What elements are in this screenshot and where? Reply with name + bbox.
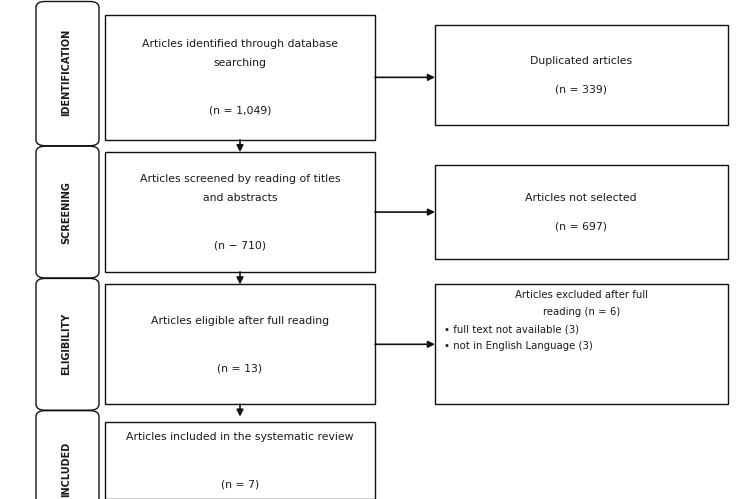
Text: IDENTIFICATION: IDENTIFICATION: [61, 29, 71, 116]
Text: Articles identified through database: Articles identified through database: [142, 39, 338, 49]
Text: (n − 710): (n − 710): [214, 240, 266, 250]
FancyBboxPatch shape: [435, 165, 728, 259]
Text: Articles eligible after full reading: Articles eligible after full reading: [151, 315, 329, 326]
Text: (n = 7): (n = 7): [220, 479, 260, 489]
FancyBboxPatch shape: [105, 15, 375, 140]
FancyBboxPatch shape: [105, 152, 375, 272]
Text: Duplicated articles: Duplicated articles: [530, 55, 632, 66]
Text: and abstracts: and abstracts: [202, 193, 278, 203]
FancyBboxPatch shape: [36, 146, 99, 278]
FancyBboxPatch shape: [435, 25, 728, 125]
Text: INCLUDED: INCLUDED: [61, 442, 71, 497]
FancyBboxPatch shape: [435, 284, 728, 404]
FancyBboxPatch shape: [36, 1, 99, 146]
Text: (n = 697): (n = 697): [555, 221, 608, 232]
Text: • not in English Language (3): • not in English Language (3): [444, 341, 592, 351]
Text: SCREENING: SCREENING: [61, 181, 71, 244]
Text: ELIGIBILITY: ELIGIBILITY: [61, 313, 71, 375]
Text: searching: searching: [214, 58, 266, 68]
Text: (n = 339): (n = 339): [555, 84, 608, 94]
Text: Articles not selected: Articles not selected: [526, 193, 637, 203]
Text: (n = 13): (n = 13): [217, 363, 262, 373]
FancyBboxPatch shape: [105, 422, 375, 499]
FancyBboxPatch shape: [36, 411, 99, 499]
Text: reading (n = 6): reading (n = 6): [542, 307, 620, 317]
Text: (n = 1,049): (n = 1,049): [209, 105, 272, 116]
Text: Articles included in the systematic review: Articles included in the systematic revi…: [126, 432, 354, 442]
Text: • full text not available (3): • full text not available (3): [444, 324, 579, 334]
Text: Articles screened by reading of titles: Articles screened by reading of titles: [140, 174, 340, 184]
FancyBboxPatch shape: [105, 284, 375, 404]
Text: Articles excluded after full: Articles excluded after full: [514, 290, 648, 300]
FancyBboxPatch shape: [36, 278, 99, 410]
